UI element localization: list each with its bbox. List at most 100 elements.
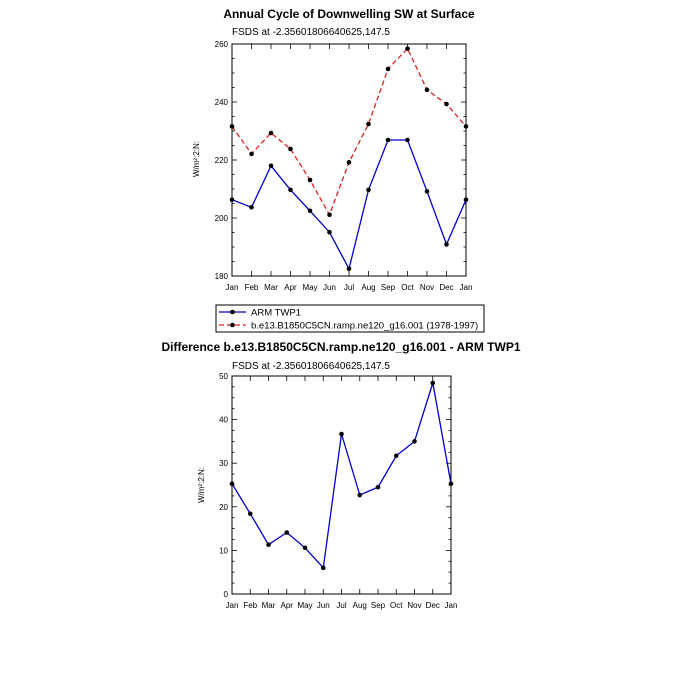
data-point bbox=[346, 266, 352, 272]
y-tick-label: 50 bbox=[219, 372, 228, 381]
data-point bbox=[327, 212, 332, 218]
legend-label-model: b.e13.B1850C5CN.ramp.ne120_g16.001 (1978… bbox=[251, 321, 478, 332]
data-point bbox=[229, 197, 235, 203]
series-line-1 bbox=[231, 47, 467, 217]
data-point bbox=[366, 121, 371, 127]
data-point bbox=[320, 565, 326, 571]
x-tick-label: Oct bbox=[401, 283, 414, 292]
x-tick-label: Apr bbox=[281, 601, 294, 610]
series-group bbox=[229, 46, 469, 272]
data-point bbox=[249, 204, 254, 210]
y-axis: 0 10 20 30 40 50 bbox=[219, 372, 451, 599]
x-tick-label: May bbox=[297, 601, 312, 610]
data-point bbox=[249, 151, 254, 157]
series-line-0 bbox=[231, 382, 452, 570]
x-tick-label: Feb bbox=[243, 601, 257, 610]
plot-frame bbox=[231, 375, 452, 595]
data-point bbox=[268, 163, 274, 169]
plot-frame bbox=[231, 43, 467, 277]
y-axis: 180 200 220 240 260 bbox=[215, 40, 466, 281]
legend-item-arm-twp1: ARM TWP1 bbox=[219, 308, 301, 319]
x-axis: Jan Feb Mar Apr May Jun Jul Aug Sep Oct Nov Dec Jan bbox=[226, 376, 458, 610]
data-point bbox=[307, 208, 313, 214]
data-point bbox=[339, 431, 344, 437]
chart-title: Difference b.e13.B1850C5CN.ramp.ne120_g1… bbox=[161, 340, 520, 354]
data-point bbox=[268, 130, 274, 136]
y-tick-label: 220 bbox=[215, 156, 229, 165]
data-point bbox=[229, 124, 235, 129]
data-point bbox=[284, 530, 290, 535]
data-point bbox=[448, 481, 454, 486]
x-tick-label: Dec bbox=[439, 283, 453, 292]
x-tick-label: Jan bbox=[460, 283, 473, 292]
data-point bbox=[405, 46, 410, 51]
data-point bbox=[444, 101, 449, 107]
y-tick-label: 180 bbox=[215, 272, 229, 281]
data-point bbox=[385, 137, 391, 143]
x-tick-label: May bbox=[302, 283, 317, 292]
data-point bbox=[302, 545, 308, 551]
x-tick-label: Jan bbox=[445, 601, 458, 610]
chart-annual-cycle: Annual Cycle of Downwelling SW at Surfac… bbox=[192, 7, 475, 292]
x-tick-label: Mar bbox=[262, 601, 276, 610]
x-tick-label: Jun bbox=[317, 601, 330, 610]
x-tick-label: Jan bbox=[226, 283, 239, 292]
data-point bbox=[266, 542, 271, 548]
data-point bbox=[393, 453, 399, 459]
data-point bbox=[405, 137, 410, 143]
y-tick-label: 30 bbox=[219, 459, 228, 468]
chart-title: Annual Cycle of Downwelling SW at Surfac… bbox=[223, 7, 475, 21]
chart-subtitle: FSDS at -2.35601806640625,147.5 bbox=[232, 27, 390, 38]
data-point bbox=[288, 146, 293, 152]
x-tick-label: Dec bbox=[426, 601, 440, 610]
x-tick-label: Mar bbox=[264, 283, 278, 292]
y-tick-label: 40 bbox=[219, 416, 228, 425]
data-point bbox=[430, 380, 436, 386]
legend: ARM TWP1 b.e13.B1850C5CN.ramp.ne120_g16.… bbox=[215, 304, 485, 333]
x-tick-label: Jul bbox=[336, 601, 346, 610]
chart-difference: Difference b.e13.B1850C5CN.ramp.ne120_g1… bbox=[161, 340, 520, 610]
data-point bbox=[366, 187, 371, 193]
series-group bbox=[229, 380, 454, 571]
x-tick-label: Sep bbox=[371, 601, 386, 610]
data-point bbox=[346, 160, 352, 165]
x-tick-label: Nov bbox=[420, 283, 434, 292]
y-tick-label: 260 bbox=[215, 40, 229, 49]
data-point bbox=[444, 242, 449, 247]
data-point bbox=[229, 481, 235, 486]
x-tick-label: Jul bbox=[344, 283, 354, 292]
y-tick-label: 240 bbox=[215, 98, 229, 107]
data-point bbox=[463, 124, 469, 129]
y-axis-label: W/m²:2:N: bbox=[197, 467, 206, 503]
chart-subtitle: FSDS at -2.35601806640625,147.5 bbox=[232, 361, 390, 372]
legend-box bbox=[215, 304, 485, 333]
data-point bbox=[463, 197, 469, 203]
x-tick-label: Aug bbox=[361, 283, 375, 292]
y-tick-label: 0 bbox=[224, 590, 229, 599]
x-tick-label: Jan bbox=[226, 601, 239, 610]
x-tick-label: Feb bbox=[245, 283, 259, 292]
data-point bbox=[424, 87, 430, 93]
data-point bbox=[307, 177, 313, 183]
x-tick-label: Sep bbox=[381, 283, 396, 292]
legend-label-arm-twp1: ARM TWP1 bbox=[251, 308, 301, 319]
y-tick-label: 10 bbox=[219, 546, 228, 555]
legend-item-model: b.e13.B1850C5CN.ramp.ne120_g16.001 (1978… bbox=[219, 321, 478, 332]
series-line-0 bbox=[231, 139, 467, 271]
x-tick-label: Apr bbox=[284, 283, 297, 292]
data-point bbox=[327, 229, 332, 235]
data-point bbox=[247, 511, 253, 517]
data-point bbox=[424, 189, 430, 194]
data-point bbox=[288, 187, 293, 193]
x-tick-label: Oct bbox=[390, 601, 403, 610]
y-tick-label: 200 bbox=[215, 214, 229, 223]
data-point bbox=[357, 492, 363, 498]
x-tick-label: Nov bbox=[407, 601, 421, 610]
data-point bbox=[412, 439, 417, 444]
data-point bbox=[385, 66, 391, 72]
legend-marker-arm-twp1 bbox=[230, 309, 235, 315]
x-axis: Jan Feb Mar Apr May Jun Jul Aug Sep Oct Nov Dec Jan bbox=[226, 44, 473, 292]
data-point bbox=[375, 484, 381, 490]
y-axis-label: W/m²:2:N: bbox=[192, 141, 201, 177]
